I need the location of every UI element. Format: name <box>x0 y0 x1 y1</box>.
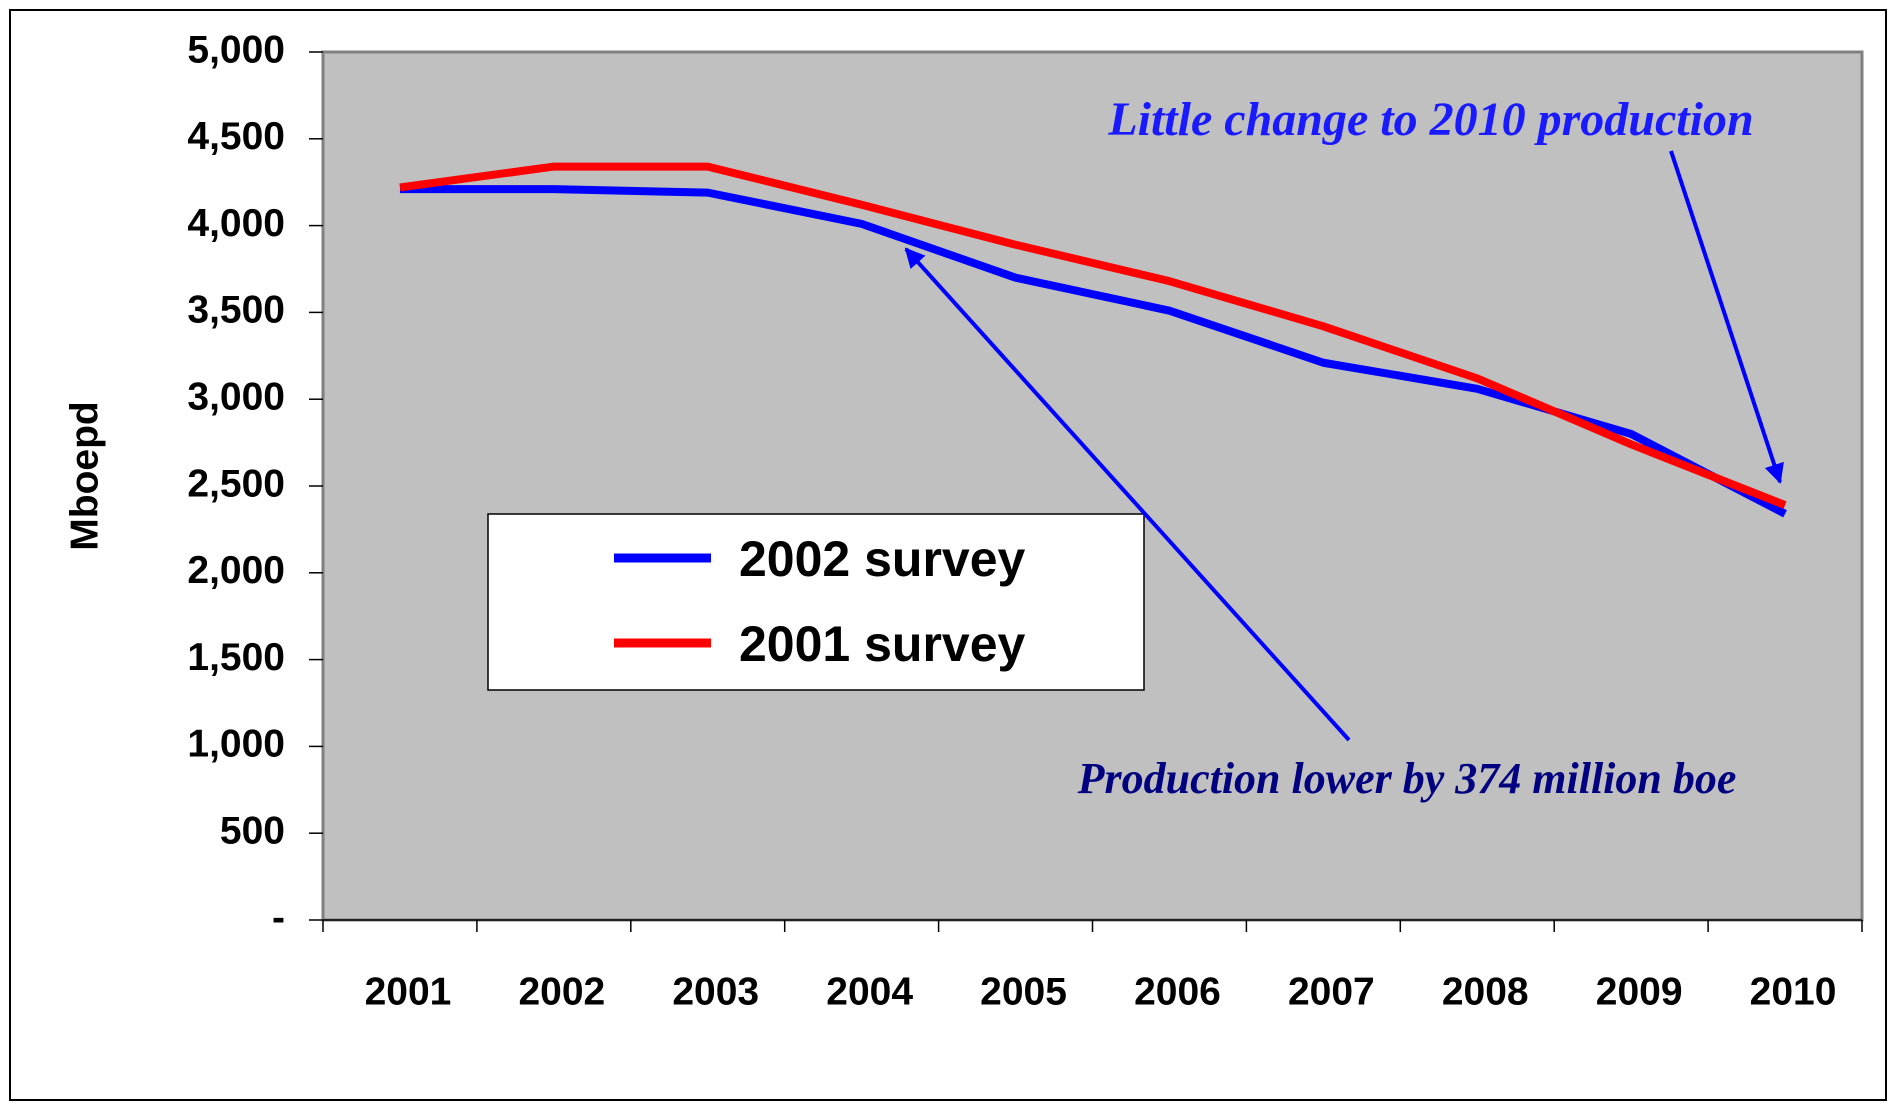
x-tick-label: 2002 <box>518 970 605 1013</box>
y-tick-label: 4,000 <box>187 202 285 245</box>
y-axis-label: Mboepd <box>63 401 106 550</box>
x-tick-label: 2006 <box>1134 970 1221 1013</box>
y-tick-label: 1,500 <box>187 636 285 679</box>
y-tick-label: 500 <box>220 809 285 852</box>
y-tick-label: 3,000 <box>187 375 285 418</box>
x-tick-label: 2010 <box>1750 970 1837 1013</box>
y-tick-label: 2,000 <box>187 549 285 592</box>
y-tick-label: 3,500 <box>187 289 285 332</box>
legend-label: 2001 survey <box>739 616 1026 672</box>
legend <box>487 513 1145 691</box>
plot-area <box>321 50 1864 922</box>
x-tick-label: 2007 <box>1288 970 1375 1013</box>
y-tick-label: - <box>272 896 285 939</box>
y-tick-label: 4,500 <box>187 115 285 158</box>
x-tick-label: 2001 <box>365 970 452 1013</box>
x-tick-label: 2008 <box>1442 970 1529 1013</box>
x-tick-label: 2004 <box>826 970 913 1013</box>
x-tick-label: 2009 <box>1596 970 1683 1013</box>
y-tick-label: 1,000 <box>187 723 285 766</box>
y-tick-label: 2,500 <box>187 462 285 505</box>
x-tick-label: 2005 <box>980 970 1067 1013</box>
series-line <box>399 162 1787 509</box>
annotation: Little change to 2010 production <box>1107 93 1753 146</box>
y-tick-label: 5,000 <box>187 28 285 71</box>
annotation: Production lower by 374 million boe <box>1077 754 1737 803</box>
x-tick-label: 2003 <box>672 970 759 1013</box>
arrow <box>1669 150 1784 484</box>
arrow <box>904 247 1351 742</box>
marks <box>309 51 1863 932</box>
legend-label: 2002 survey <box>739 531 1026 587</box>
